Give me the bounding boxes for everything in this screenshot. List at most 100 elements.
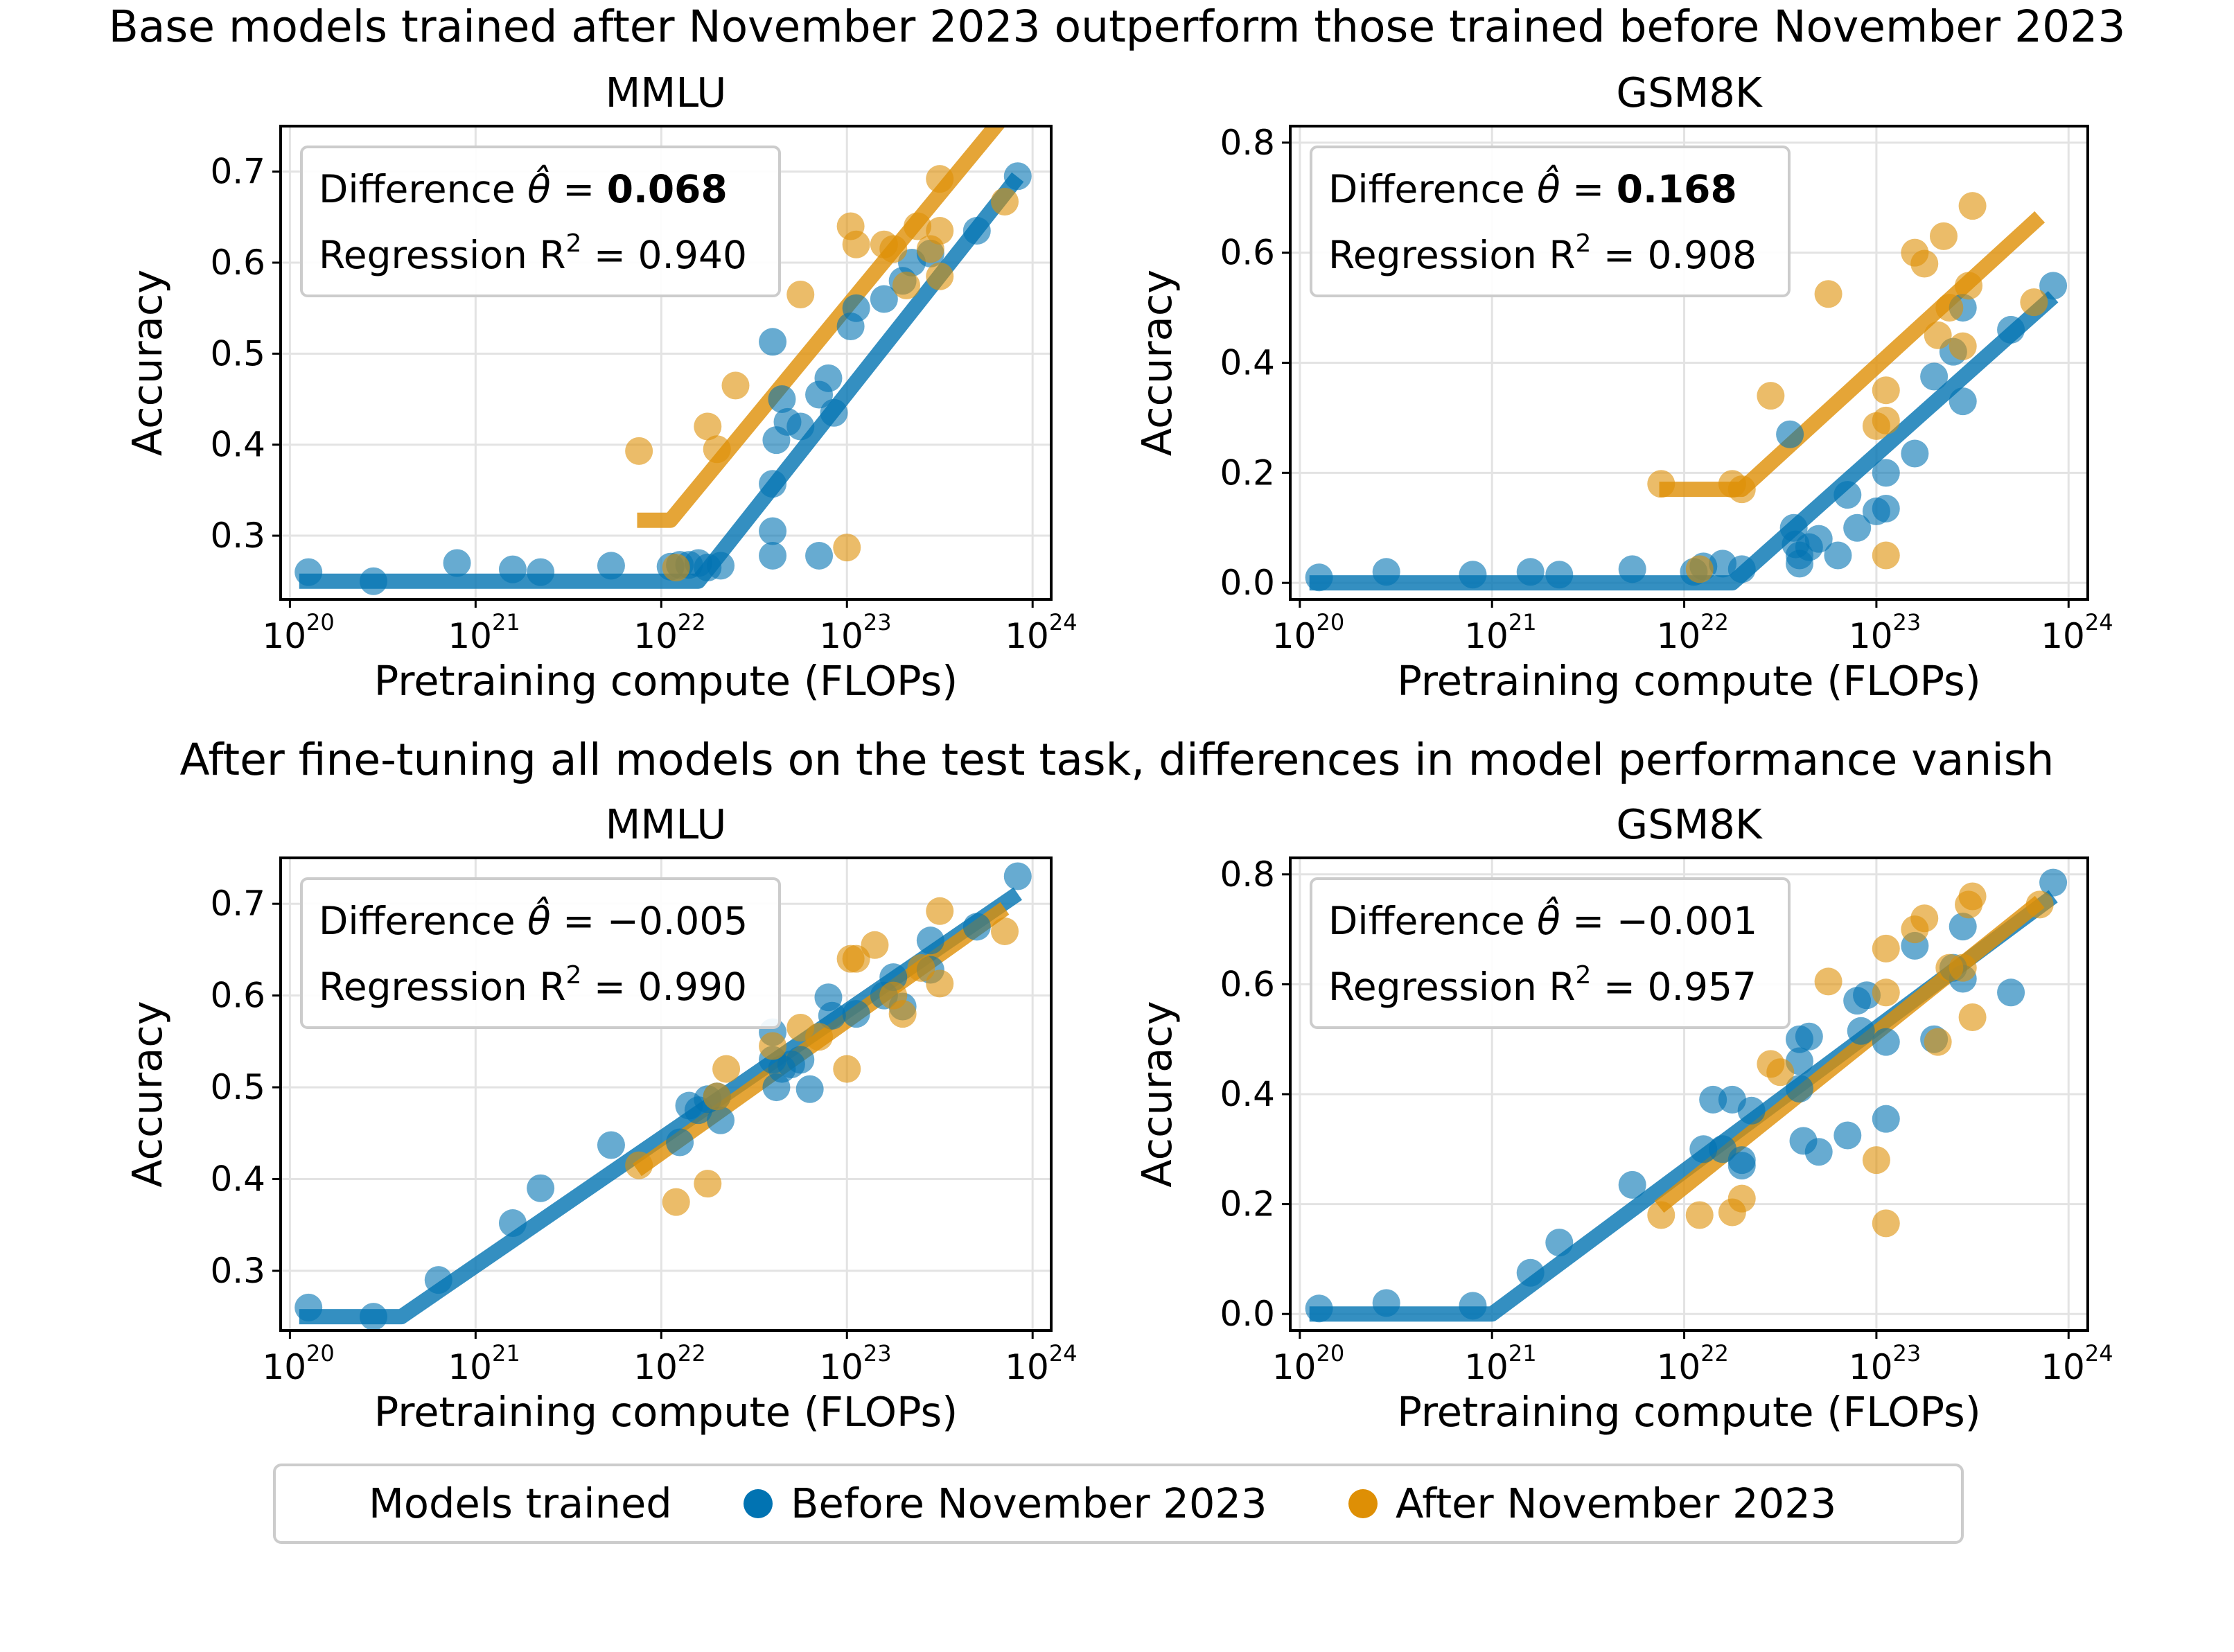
- point-before: [962, 913, 991, 941]
- x-ticks: 1020 1021 1022 1023 1024: [1272, 1330, 2113, 1387]
- annotation-box: Difference θ̂ = 0.068 Regression R2 = 0.9…: [300, 146, 781, 297]
- point-after: [1814, 967, 1842, 996]
- legend: Models trained Before November 2023 Afte…: [273, 1464, 1964, 1544]
- panel-mmlu-finetuned: 1020 1021 1022 1023 1024 0.3 0.4 0.5 0.6 0.7 MMLU P…: [123, 800, 1078, 1436]
- panel-title: GSM8K: [1616, 69, 1763, 116]
- y-tick-label: 0.2: [1220, 452, 1275, 493]
- plot-area: [294, 862, 1032, 1330]
- point-before: [842, 1000, 870, 1028]
- legend-label-before: Before November 2023: [791, 1479, 1267, 1527]
- point-after: [2025, 890, 2054, 919]
- point-after: [703, 1082, 731, 1111]
- point-before: [1459, 1292, 1487, 1320]
- y-tick-label: 0.6: [210, 976, 265, 1016]
- point-before: [498, 1209, 527, 1238]
- x-axis-label: Pretraining compute (FLOPs): [374, 1388, 958, 1436]
- point-before: [359, 567, 387, 595]
- point-before: [1804, 1138, 1833, 1166]
- y-tick-label: 0.5: [210, 333, 265, 374]
- point-after: [721, 371, 750, 400]
- annotation-frame: [1310, 877, 1791, 1029]
- point-after: [1924, 1028, 1952, 1056]
- x-tick-label: 1023: [819, 1340, 891, 1387]
- point-before: [818, 1001, 846, 1030]
- point-after: [805, 1023, 834, 1051]
- y-tick-label: 0.4: [210, 1159, 265, 1199]
- point-before: [1516, 1258, 1545, 1287]
- y-tick-label: 0.0: [1220, 563, 1275, 603]
- x-axis-label: Pretraining compute (FLOPs): [374, 657, 958, 705]
- x-axis-label: Pretraining compute (FLOPs): [1397, 1388, 1981, 1436]
- x-tick-label: 1022: [1657, 609, 1729, 656]
- point-after: [1929, 222, 1958, 250]
- point-before: [1545, 1229, 1574, 1257]
- x-tick-label: 1020: [262, 609, 334, 656]
- y-tick-label: 0.4: [1220, 1074, 1275, 1114]
- point-before: [1795, 1022, 1823, 1051]
- point-after: [712, 1055, 741, 1083]
- figure-title-bottom: After fine-tuning all models on the test…: [179, 735, 2054, 785]
- y-axis-label: Accuracy: [123, 270, 171, 456]
- point-before: [707, 1106, 735, 1134]
- point-before: [1920, 362, 1949, 391]
- point-after: [1958, 882, 1987, 911]
- y-axis-label: Accuracy: [123, 1001, 171, 1187]
- fit-line-before: [1309, 290, 2059, 591]
- y-tick-label: 0.3: [210, 516, 265, 556]
- point-after: [1949, 954, 1977, 982]
- x-tick-label: 1021: [448, 1340, 520, 1387]
- point-before: [527, 1174, 555, 1202]
- x-tick-label: 1022: [633, 609, 705, 656]
- point-after: [991, 917, 1019, 945]
- point-after: [892, 271, 920, 299]
- point-after: [842, 230, 870, 258]
- difference-text: Difference θ̂ = 0.068: [319, 165, 728, 211]
- legend-marker-before: [744, 1489, 773, 1518]
- y-axis-label: Accuracy: [1133, 270, 1181, 456]
- point-after: [926, 165, 954, 193]
- x-tick-label: 1023: [1849, 1340, 1921, 1387]
- point-before: [842, 294, 870, 322]
- fit-line-before: [299, 172, 1024, 589]
- point-before: [1785, 1075, 1813, 1103]
- y-tick-label: 0.4: [210, 425, 265, 465]
- point-before: [1997, 315, 2025, 344]
- point-before: [1824, 541, 1852, 570]
- point-before: [1847, 1017, 1875, 1045]
- figure-title-top: Base models trained after November 2023 …: [109, 1, 2126, 52]
- point-after: [662, 1188, 690, 1216]
- point-after: [662, 554, 690, 582]
- difference-text: Difference θ̂ = 0.168: [1328, 165, 1737, 211]
- point-before: [1804, 525, 1833, 553]
- point-before: [916, 926, 944, 955]
- panel-gsm8k-base: 1020 1021 1022 1023 1024 0.0 0.2 0.4 0.6 0.8 GSM8K…: [1133, 69, 2113, 705]
- point-after: [1814, 280, 1842, 308]
- point-before: [1901, 439, 1929, 468]
- point-before: [1872, 494, 1900, 522]
- point-before: [2039, 272, 2068, 300]
- point-after: [926, 217, 954, 245]
- y-tick-label: 0.2: [1220, 1184, 1275, 1224]
- y-ticks: 0.0 0.2 0.4 0.6 0.8: [1220, 123, 1290, 603]
- y-tick-label: 0.8: [1220, 123, 1275, 163]
- point-before: [814, 364, 843, 392]
- point-before: [1776, 420, 1804, 448]
- y-tick-label: 0.5: [210, 1067, 265, 1107]
- point-after: [1872, 978, 1900, 1007]
- x-tick-label: 1022: [1657, 1340, 1729, 1387]
- point-before: [1872, 459, 1900, 487]
- y-tick-label: 0.3: [210, 1251, 265, 1291]
- point-before: [1003, 162, 1032, 191]
- point-after: [703, 435, 731, 464]
- chart-panels: 1020 1021 1022 1023 1024 0.3 0.4 0.5 0.6 0.7 MMLU P…: [123, 69, 2113, 1436]
- panel-title: MMLU: [606, 800, 727, 848]
- point-after: [694, 1170, 722, 1198]
- point-after: [1685, 555, 1714, 583]
- point-before: [597, 552, 625, 580]
- point-before: [1737, 1096, 1766, 1125]
- x-tick-label: 1021: [1464, 1340, 1536, 1387]
- point-before: [1872, 1105, 1900, 1133]
- point-before: [1699, 1085, 1727, 1114]
- point-before: [527, 558, 555, 586]
- point-after: [1872, 1209, 1900, 1238]
